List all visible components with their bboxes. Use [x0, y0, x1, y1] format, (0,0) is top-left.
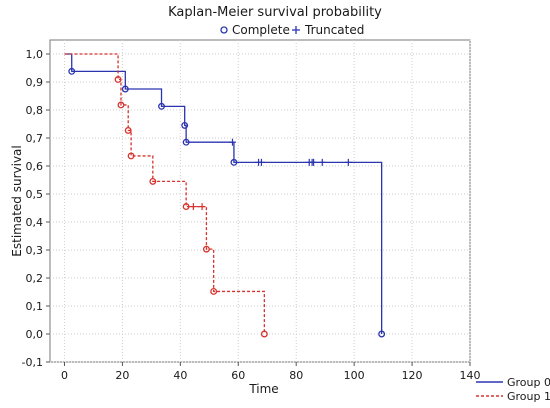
y-tick-label: -0,1 [22, 356, 43, 369]
y-axis-ticks: -0,1 0,0 0,1 0,2 0,3 0,4 0,5 0,6 0,7 0,8 0,9 1,0 [22, 48, 50, 369]
x-tick-label: 40 [173, 369, 187, 382]
x-tick-label: 120 [402, 369, 423, 382]
x-tick-label: 20 [115, 369, 129, 382]
y-tick-label: 0,8 [26, 104, 44, 117]
event-point [149, 177, 157, 185]
x-axis-ticks: 0 20 40 60 80 100 120 140 [61, 362, 481, 382]
event-point [378, 330, 386, 338]
legend-group1-label: Group 1 [507, 390, 550, 403]
y-axis-title: Estimated survival [10, 145, 24, 256]
event-point [182, 203, 190, 211]
series-group-0 [64, 53, 386, 338]
censor-mark [198, 203, 206, 211]
y-tick-label: 0,3 [26, 244, 44, 257]
chart-title: Kaplan-Meier survival probability [168, 5, 382, 20]
grid [50, 40, 471, 363]
y-tick-label: 0,0 [26, 328, 44, 341]
event-point [230, 158, 238, 166]
event-point [202, 245, 210, 253]
censor-mark [228, 138, 236, 146]
x-axis-title: Time [248, 382, 278, 396]
legend-truncated-marker [292, 26, 300, 34]
censor-mark [318, 158, 326, 166]
event-point [114, 76, 122, 83]
censor-mark [257, 158, 265, 166]
y-tick-label: 0,2 [26, 272, 44, 285]
event-point [260, 330, 268, 338]
legend-top: Complete Truncated [220, 23, 364, 37]
event-point [121, 85, 129, 93]
legend-complete-marker [220, 26, 228, 34]
event-point [127, 152, 135, 160]
y-tick-label: 0,7 [26, 132, 44, 145]
x-tick-label: 100 [344, 369, 365, 382]
event-point [182, 138, 190, 146]
event-point [124, 126, 132, 134]
event-point [68, 67, 76, 75]
x-tick-label: 0 [61, 369, 68, 382]
y-tick-label: 0,6 [26, 160, 44, 173]
censor-mark [310, 158, 318, 166]
censor-mark [189, 203, 197, 211]
legend-group0-label: Group 0 [507, 376, 550, 389]
y-tick-label: 0,1 [26, 300, 44, 313]
legend-bottom: Group 0 Group 1 [476, 376, 550, 403]
event-point [158, 102, 165, 110]
y-tick-label: 1,0 [26, 48, 44, 61]
x-tick-label: 80 [289, 369, 303, 382]
event-point [117, 101, 125, 109]
legend-truncated-label: Truncated [304, 23, 364, 37]
series-group-1 [64, 53, 268, 338]
censor-mark [344, 158, 352, 166]
y-tick-label: 0,4 [26, 216, 44, 229]
event-point [210, 287, 218, 295]
legend-complete-label: Complete [232, 23, 290, 37]
x-tick-label: 60 [231, 369, 245, 382]
plot-area [49, 39, 471, 363]
y-tick-label: 0,5 [26, 188, 44, 201]
survival-curve-group-0 [64, 53, 383, 334]
x-tick-label: 140 [460, 369, 481, 382]
series-layer [64, 53, 386, 338]
event-point [181, 121, 189, 129]
y-tick-label: 0,9 [26, 76, 44, 89]
